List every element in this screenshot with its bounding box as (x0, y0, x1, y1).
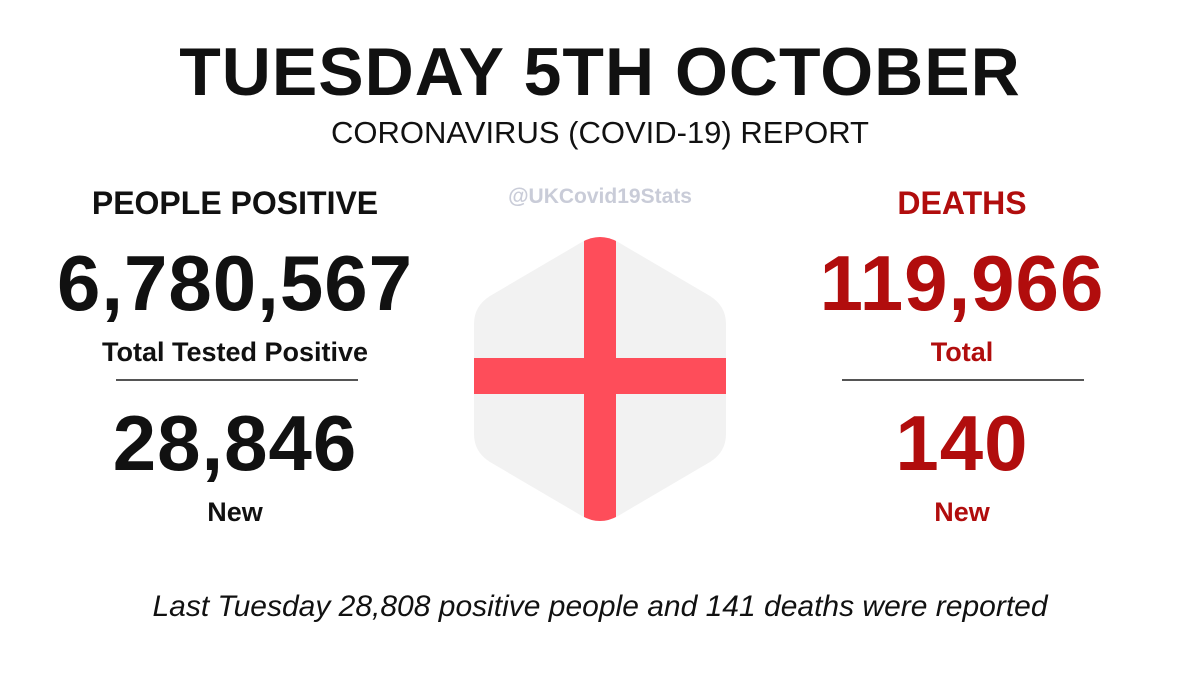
deaths-heading: DEATHS (897, 185, 1027, 221)
report-title: TUESDAY 5TH OCTOBER (179, 34, 1021, 110)
positive-total-label: Total Tested Positive (101, 337, 369, 367)
england-flag-hexagon-icon (472, 236, 728, 522)
report-subtitle: CORONAVIRUS (COVID-19) REPORT (331, 115, 869, 150)
deaths-total-value: 119,966 (819, 239, 1105, 327)
deaths-new-value: 140 (895, 399, 1029, 487)
positive-new-value: 28,846 (112, 399, 358, 487)
positive-divider (116, 379, 358, 381)
deaths-total-label: Total (930, 337, 994, 367)
positive-total-value: 6,780,567 (56, 239, 413, 327)
flag-cross-horizontal (474, 358, 726, 394)
positive-new-label: New (207, 497, 263, 527)
comparison-footer: Last Tuesday 28,808 positive people and … (152, 590, 1048, 623)
deaths-new-label: New (934, 497, 990, 527)
watermark-handle: @UKCovid19Stats (508, 185, 692, 208)
deaths-divider (842, 379, 1084, 381)
positive-heading: PEOPLE POSITIVE (91, 185, 379, 221)
